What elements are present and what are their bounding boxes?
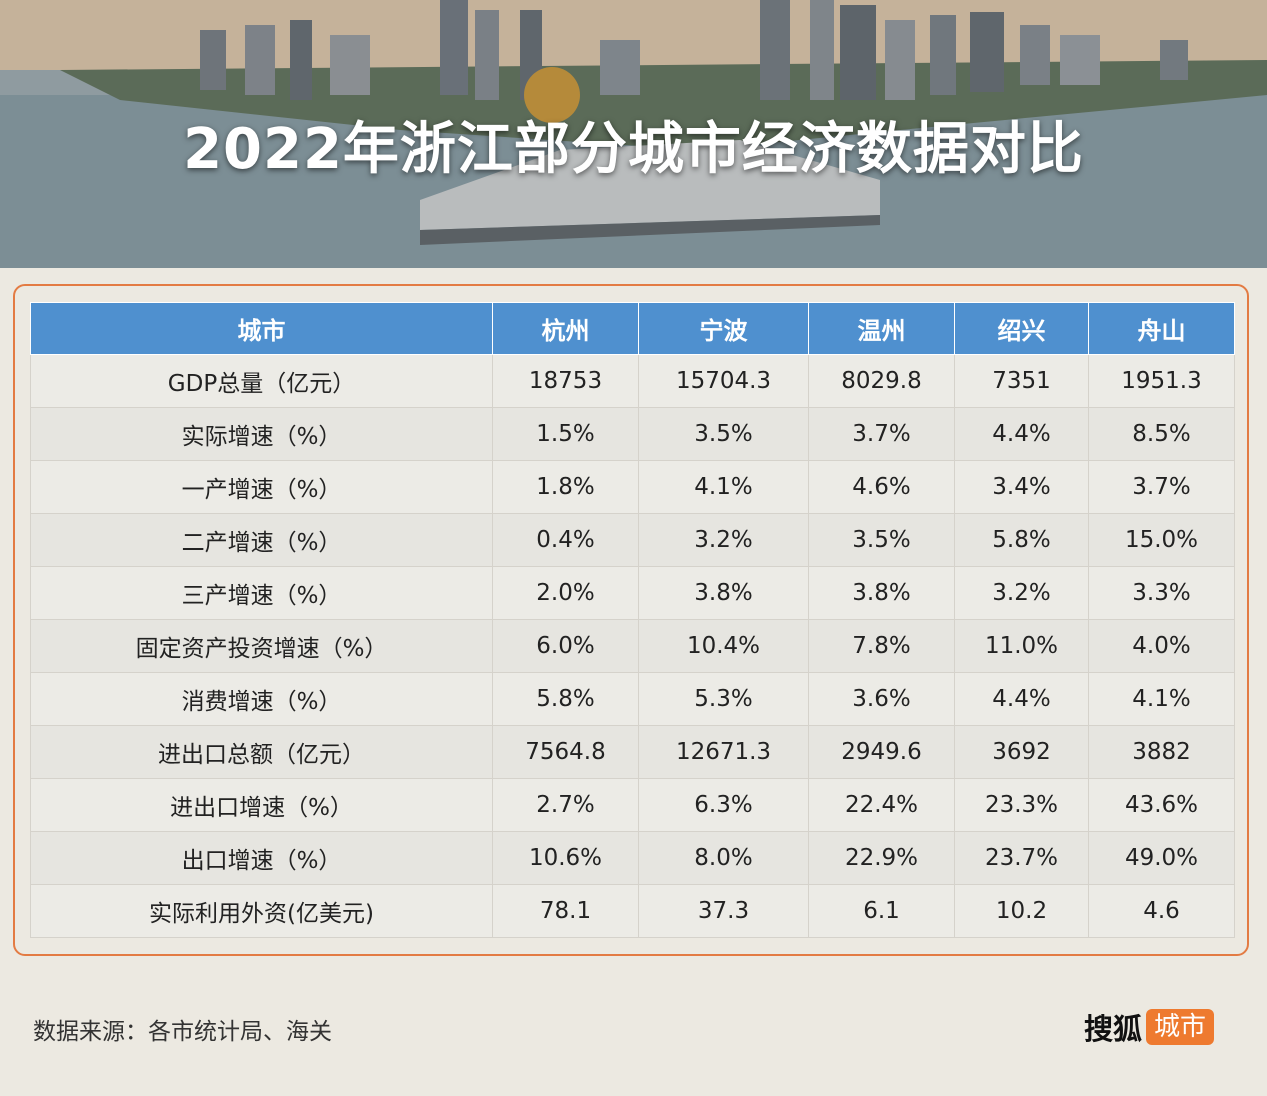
row-label-cell: 实际增速（%） <box>30 407 493 461</box>
table-row: 固定资产投资增速（%） 6.0% 10.4% 7.8% 11.0% 4.0% <box>30 619 1235 673</box>
value-cell: 18753 <box>492 354 639 408</box>
value-cell: 10.6% <box>492 831 639 885</box>
value-cell: 4.4% <box>954 672 1089 726</box>
value-cell: 3.5% <box>638 407 809 461</box>
row-label-cell: 实际利用外资(亿美元) <box>30 884 493 938</box>
value-cell: 6.3% <box>638 778 809 832</box>
comparison-table: 城市 杭州 宁波 温州 绍兴 舟山 GDP总量（亿元） 18753 15704.3 8… <box>30 302 1235 938</box>
city-skyline-banner: 2022年浙江部分城市经济数据对比 <box>0 0 1267 268</box>
value-cell: 43.6% <box>1088 778 1235 832</box>
table-row: 消费增速（%） 5.8% 5.3% 3.6% 4.4% 4.1% <box>30 672 1235 726</box>
value-cell: 4.1% <box>638 460 809 514</box>
value-cell: 23.3% <box>954 778 1089 832</box>
table-row: 出口增速（%） 10.6% 8.0% 22.9% 23.7% 49.0% <box>30 831 1235 885</box>
value-cell: 6.0% <box>492 619 639 673</box>
row-label-cell: 进出口增速（%） <box>30 778 493 832</box>
row-label-cell: 二产增速（%） <box>30 513 493 567</box>
column-header: 绍兴 <box>954 302 1089 355</box>
row-label-cell: 三产增速（%） <box>30 566 493 620</box>
table-row: 实际利用外资(亿美元) 78.1 37.3 6.1 10.2 4.6 <box>30 884 1235 938</box>
value-cell: 3692 <box>954 725 1089 779</box>
column-header: 杭州 <box>492 302 639 355</box>
table-row: 进出口总额（亿元） 7564.8 12671.3 2949.6 3692 3882 <box>30 725 1235 779</box>
value-cell: 4.1% <box>1088 672 1235 726</box>
skyline-illustration <box>0 0 1267 268</box>
value-cell: 3.3% <box>1088 566 1235 620</box>
value-cell: 7.8% <box>808 619 955 673</box>
table-frame <box>13 284 1249 956</box>
value-cell: 10.4% <box>638 619 809 673</box>
value-cell: 4.4% <box>954 407 1089 461</box>
value-cell: 8.0% <box>638 831 809 885</box>
value-cell: 10.2 <box>954 884 1089 938</box>
value-cell: 2.7% <box>492 778 639 832</box>
column-header: 舟山 <box>1088 302 1235 355</box>
row-label-cell: 进出口总额（亿元） <box>30 725 493 779</box>
row-label-cell: 出口增速（%） <box>30 831 493 885</box>
row-label-cell: GDP总量（亿元） <box>30 354 493 408</box>
value-cell: 1.8% <box>492 460 639 514</box>
value-cell: 2.0% <box>492 566 639 620</box>
data-source-note: 数据来源：各市统计局、海关 <box>33 1019 332 1045</box>
table-body: GDP总量（亿元） 18753 15704.3 8029.8 7351 1951.3 实际增… <box>30 354 1235 938</box>
value-cell: 0.4% <box>492 513 639 567</box>
table-row: 实际增速（%） 1.5% 3.5% 3.7% 4.4% 8.5% <box>30 407 1235 461</box>
value-cell: 7351 <box>954 354 1089 408</box>
value-cell: 37.3 <box>638 884 809 938</box>
value-cell: 3.8% <box>638 566 809 620</box>
value-cell: 6.1 <box>808 884 955 938</box>
logo-main-text: 搜狐 <box>1084 1012 1143 1046</box>
column-header: 温州 <box>808 302 955 355</box>
value-cell: 7564.8 <box>492 725 639 779</box>
value-cell: 4.6% <box>808 460 955 514</box>
row-label-cell: 消费增速（%） <box>30 672 493 726</box>
table-header-row: 城市 杭州 宁波 温州 绍兴 舟山 <box>30 302 1235 355</box>
value-cell: 5.8% <box>492 672 639 726</box>
value-cell: 78.1 <box>492 884 639 938</box>
value-cell: 5.8% <box>954 513 1089 567</box>
column-header: 城市 <box>30 302 493 355</box>
value-cell: 5.3% <box>638 672 809 726</box>
value-cell: 3.7% <box>808 407 955 461</box>
row-label-cell: 一产增速（%） <box>30 460 493 514</box>
table-row: 三产增速（%） 2.0% 3.8% 3.8% 3.2% 3.3% <box>30 566 1235 620</box>
value-cell: 8029.8 <box>808 354 955 408</box>
value-cell: 4.0% <box>1088 619 1235 673</box>
value-cell: 22.4% <box>808 778 955 832</box>
value-cell: 3.2% <box>954 566 1089 620</box>
value-cell: 15704.3 <box>638 354 809 408</box>
value-cell: 4.6 <box>1088 884 1235 938</box>
value-cell: 1951.3 <box>1088 354 1235 408</box>
value-cell: 22.9% <box>808 831 955 885</box>
table-row: 一产增速（%） 1.8% 4.1% 4.6% 3.4% 3.7% <box>30 460 1235 514</box>
value-cell: 1.5% <box>492 407 639 461</box>
value-cell: 3.6% <box>808 672 955 726</box>
value-cell: 3.2% <box>638 513 809 567</box>
logo-tag: 城市 <box>1146 1009 1215 1045</box>
value-cell: 3.5% <box>808 513 955 567</box>
value-cell: 23.7% <box>954 831 1089 885</box>
value-cell: 3882 <box>1088 725 1235 779</box>
value-cell: 3.8% <box>808 566 955 620</box>
value-cell: 11.0% <box>954 619 1089 673</box>
page-title: 2022年浙江部分城市经济数据对比 <box>183 117 1084 182</box>
value-cell: 12671.3 <box>638 725 809 779</box>
value-cell: 2949.6 <box>808 725 955 779</box>
value-cell: 3.7% <box>1088 460 1235 514</box>
sohu-city-logo: 搜狐 城市 <box>1084 1008 1215 1046</box>
value-cell: 15.0% <box>1088 513 1235 567</box>
table-row: 二产增速（%） 0.4% 3.2% 3.5% 5.8% 15.0% <box>30 513 1235 567</box>
value-cell: 3.4% <box>954 460 1089 514</box>
value-cell: 49.0% <box>1088 831 1235 885</box>
column-header: 宁波 <box>638 302 809 355</box>
table-row: 进出口增速（%） 2.7% 6.3% 22.4% 23.3% 43.6% <box>30 778 1235 832</box>
row-label-cell: 固定资产投资增速（%） <box>30 619 493 673</box>
value-cell: 8.5% <box>1088 407 1235 461</box>
table-row: GDP总量（亿元） 18753 15704.3 8029.8 7351 1951.3 <box>30 354 1235 408</box>
